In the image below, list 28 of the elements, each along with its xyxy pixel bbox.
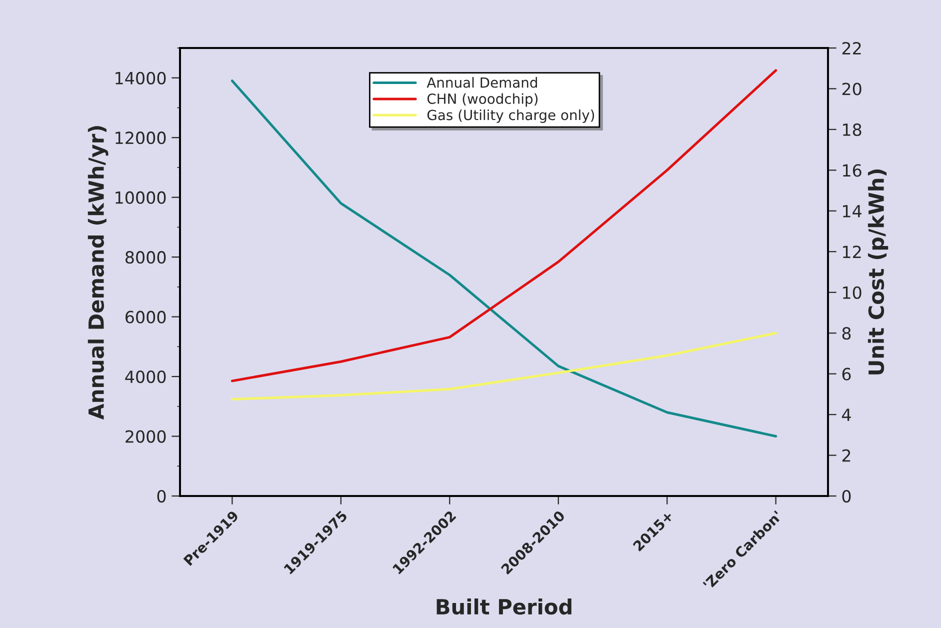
y2-tick-label: 4 [842, 408, 851, 421]
y-tick-label: 12000 [116, 132, 166, 144]
legend-label: Gas (Utility charge only) [427, 109, 594, 123]
line-series [230, 332, 778, 401]
y2-tick-label: 12 [843, 246, 861, 258]
y2-tick-label: 2 [842, 449, 850, 462]
y-tick-label: 8000 [126, 251, 166, 264]
line-series [230, 69, 778, 382]
y2-tick-label: 20 [842, 82, 862, 96]
y2-axis-title: Unit Cost (p/kWh) [868, 170, 888, 374]
y2-tick-label: 16 [843, 164, 862, 177]
y-tick-label: 10000 [116, 191, 166, 204]
y2-tick-label: 10 [843, 286, 862, 299]
y-tick-label: 4000 [125, 370, 166, 384]
x-axis-title: Built Period [436, 598, 572, 615]
y2-tick-label: 22 [842, 42, 861, 54]
y2-tick-label: 8 [842, 327, 851, 340]
y-axis-title: Annual Demand (kWh/yr) [88, 126, 108, 420]
y-tick-label: 6000 [126, 310, 166, 324]
y2-tick-label: 6 [842, 368, 851, 380]
y2-tick-label: 18 [843, 123, 862, 136]
legend-label: Annual Demand [426, 77, 537, 88]
y-tick-label: 2000 [126, 430, 166, 443]
y2-tick-label: 14 [843, 205, 862, 218]
y-tick-label: 14000 [116, 72, 166, 84]
y-tick-label: 0 [157, 490, 166, 503]
y2-tick-label: 0 [842, 490, 851, 503]
legend-label: CHN (woodchip) [427, 93, 538, 107]
